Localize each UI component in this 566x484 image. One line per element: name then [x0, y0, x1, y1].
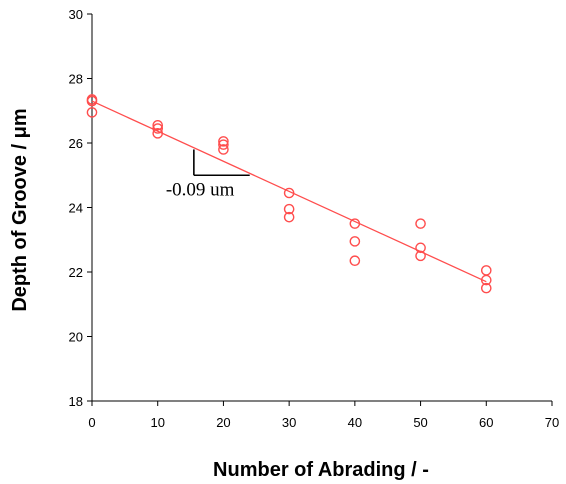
x-tick-label: 30 [282, 415, 296, 430]
data-point [480, 274, 492, 286]
data-point [218, 139, 229, 150]
x-tick-label: 70 [545, 415, 559, 430]
data-point [415, 242, 426, 254]
data-point [415, 250, 426, 262]
data-point [480, 282, 492, 294]
y-tick-label: 18 [69, 394, 83, 409]
data-point [218, 136, 229, 147]
data-point [283, 203, 295, 215]
y-tick-label: 28 [69, 72, 83, 87]
trend-line [91, 100, 487, 283]
y-tick-label: 24 [69, 201, 83, 216]
data-point [349, 255, 361, 267]
x-tick-label: 50 [413, 415, 427, 430]
data-point [349, 218, 361, 229]
data-point [415, 218, 426, 229]
data-point [283, 187, 295, 199]
x-tick-label: 0 [88, 415, 95, 430]
data-point [86, 95, 98, 107]
data-point [152, 128, 164, 139]
y-tick-label: 20 [69, 330, 83, 345]
data-point [152, 123, 164, 134]
data-point [480, 265, 492, 276]
data-point [283, 211, 295, 223]
y-tick-label: 26 [69, 136, 83, 151]
x-tick-label: 60 [479, 415, 493, 430]
data-point [218, 144, 229, 155]
x-tick-label: 10 [150, 415, 164, 430]
x-axis-label: Number of Abrading / - [213, 459, 429, 481]
data-point [152, 119, 164, 131]
data-point [349, 236, 361, 247]
y-tick-label: 22 [69, 265, 83, 280]
y-tick-label: 30 [69, 7, 83, 22]
data-point [86, 107, 98, 118]
x-tick-label: 20 [216, 415, 230, 430]
x-tick-label: 40 [348, 415, 362, 430]
plot-area: 18 20 22 24 26 28 30 0 10 20 30 40 50 60 70 -0.09 um [69, 7, 560, 430]
slope-annotation: -0.09 um [166, 179, 235, 200]
y-axis-label: Depth of Groove / μm [9, 108, 31, 311]
